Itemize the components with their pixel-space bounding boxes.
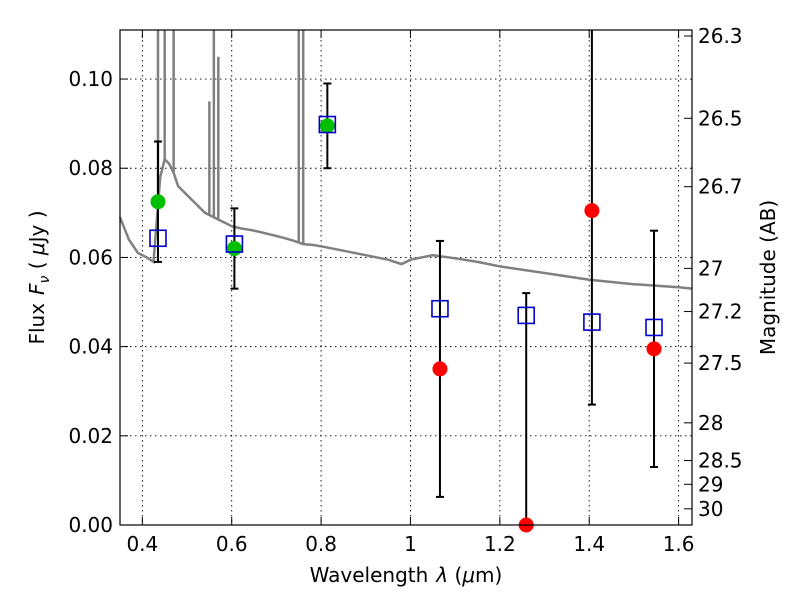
right-tick-label: 30 bbox=[698, 497, 723, 521]
x-tick-label: 1.6 bbox=[663, 532, 695, 556]
plot-frame bbox=[119, 29, 693, 526]
right-tick-label: 29 bbox=[698, 472, 723, 496]
observed-point bbox=[584, 203, 600, 219]
model-photometry-points bbox=[149, 115, 663, 337]
observed-point bbox=[432, 361, 448, 377]
y-axis-label: FluxFν ( μJy ) bbox=[25, 210, 53, 344]
right-tick-label: 28.5 bbox=[698, 449, 743, 473]
model-spectrum bbox=[118, 30, 693, 290]
x-axis-ticks: 0.4 0.6 0.8 1 1.2 1.4 1.6 bbox=[126, 30, 695, 556]
right-tick-label: 28 bbox=[698, 411, 723, 435]
x-tick-label: 1 bbox=[404, 532, 417, 556]
right-tick-label: 26.3 bbox=[698, 24, 743, 48]
model-photometry-square bbox=[583, 313, 601, 331]
observed-point bbox=[150, 194, 166, 210]
right-tick-label: 26.7 bbox=[698, 175, 743, 199]
y-tick-label: 0.10 bbox=[68, 67, 113, 91]
spectrum-continuum bbox=[118, 156, 693, 290]
model-photometry-square bbox=[517, 306, 536, 325]
x-tick-label: 0.8 bbox=[305, 532, 337, 556]
error-bars bbox=[153, 30, 659, 525]
observed-point bbox=[226, 241, 242, 257]
model-photometry-square bbox=[225, 235, 244, 253]
model-photometry-square bbox=[149, 229, 167, 248]
model-photometry-square bbox=[431, 299, 449, 318]
y-tick-label: 0.06 bbox=[68, 245, 113, 269]
y-tick-label: 0.00 bbox=[68, 513, 113, 537]
y-axis-ticks: 0.00 0.02 0.04 0.06 0.08 0.10 bbox=[68, 67, 128, 537]
right-axis-label: Magnitude (AB) bbox=[756, 200, 780, 355]
model-photometry-square bbox=[645, 318, 663, 337]
model-photometry-square bbox=[318, 115, 337, 134]
x-tick-label: 1.4 bbox=[573, 532, 605, 556]
x-tick-label: 0.4 bbox=[126, 532, 158, 556]
right-tick-label: 27.2 bbox=[698, 300, 743, 324]
x-tick-label: 0.6 bbox=[216, 532, 248, 556]
y-tick-label: 0.04 bbox=[68, 335, 113, 359]
observed-points bbox=[150, 118, 662, 533]
right-tick-label: 27.5 bbox=[698, 351, 743, 375]
right-tick-label: 26.5 bbox=[698, 106, 743, 130]
x-tick-label: 1.2 bbox=[484, 532, 516, 556]
x-axis-label: Wavelength λ (μm) bbox=[310, 563, 503, 587]
grid bbox=[120, 30, 692, 525]
y-tick-label: 0.02 bbox=[68, 424, 113, 448]
observed-point bbox=[319, 118, 335, 134]
observed-point bbox=[646, 341, 662, 357]
right-tick-label: 27 bbox=[698, 256, 723, 280]
y-tick-label: 0.08 bbox=[68, 156, 113, 180]
